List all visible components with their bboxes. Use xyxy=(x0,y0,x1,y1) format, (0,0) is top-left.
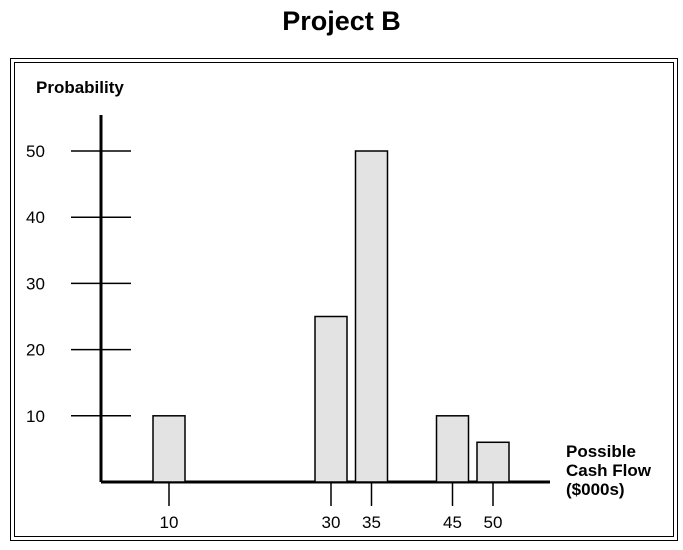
x-tick-label: 30 xyxy=(322,513,341,532)
y-tick-label: 10 xyxy=(26,407,45,426)
bars xyxy=(152,150,510,483)
x-tick-label: 45 xyxy=(443,513,462,532)
chart-title: Project B xyxy=(282,6,401,36)
y-axis-label: Probability xyxy=(36,78,124,97)
x-tick-label: 10 xyxy=(160,513,179,532)
bar xyxy=(435,415,470,483)
bar xyxy=(314,315,348,483)
chart-frame xyxy=(10,58,678,541)
y-tick-label: 30 xyxy=(26,274,45,293)
ticks: 10 20 30 40 50 10 30 35 45 50 xyxy=(26,142,502,532)
x-axis-label-line: Possible xyxy=(566,442,636,461)
bar xyxy=(476,441,510,483)
y-tick-label: 40 xyxy=(26,208,45,227)
x-tick-label: 35 xyxy=(362,513,381,532)
bar xyxy=(152,415,186,483)
x-axis-label-line: Cash Flow xyxy=(566,461,652,480)
bar xyxy=(354,150,389,483)
y-tick-label: 50 xyxy=(26,142,45,161)
x-tick-label: 50 xyxy=(484,513,503,532)
x-axis-label-line: ($000s) xyxy=(566,480,625,499)
y-tick-label: 20 xyxy=(26,341,45,360)
